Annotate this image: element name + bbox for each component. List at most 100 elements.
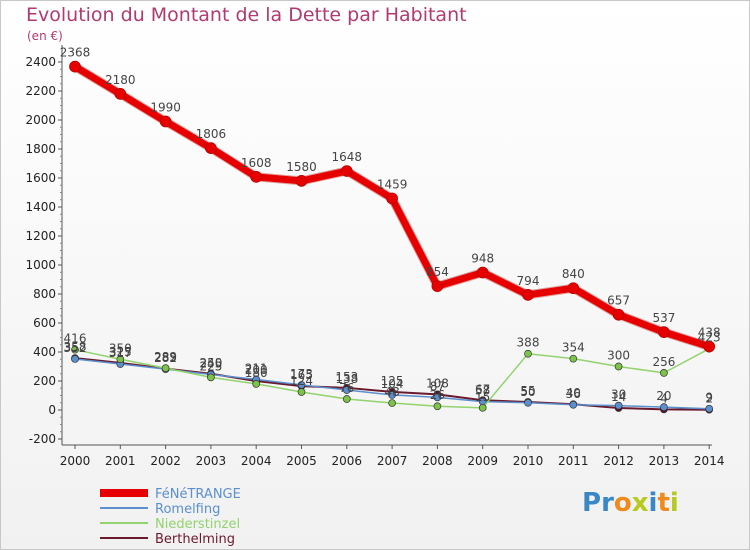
data-label: 354	[562, 341, 585, 355]
data-label: 289	[154, 350, 177, 364]
y-tick-label: -200	[29, 432, 56, 446]
legend-label: FéNéTRANGE	[155, 487, 241, 502]
data-label: 225	[199, 359, 222, 373]
data-point	[524, 349, 532, 358]
data-label: 352	[64, 341, 87, 355]
data-point	[522, 289, 534, 301]
data-label: 55	[520, 384, 535, 398]
data-point	[388, 399, 396, 407]
logo-letter: i	[669, 488, 679, 518]
x-tick-label: 2014	[694, 454, 725, 468]
logo-letter: P	[582, 488, 602, 518]
data-label: 350	[109, 341, 132, 355]
data-label: 1580	[286, 160, 317, 174]
logo-letter: o	[613, 488, 632, 518]
proxiti-logo: Proxiti	[582, 488, 679, 518]
data-point	[161, 364, 170, 372]
data-label: 40	[566, 386, 581, 400]
y-tick-label: 400	[33, 345, 56, 359]
x-tick-label: 2002	[150, 454, 181, 468]
x-tick-label: 2013	[649, 454, 680, 468]
logo-letter: i	[648, 488, 658, 518]
data-label: 300	[607, 349, 630, 363]
y-tick-label: 2000	[25, 113, 56, 127]
data-label: 854	[426, 265, 449, 279]
data-point	[569, 400, 578, 409]
x-tick-label: 2008	[422, 454, 453, 468]
data-point	[433, 402, 442, 411]
data-label: 325	[109, 345, 132, 359]
data-label: 1990	[150, 100, 181, 114]
data-point	[431, 280, 444, 293]
data-point	[612, 308, 625, 321]
data-point	[705, 404, 714, 413]
x-tick-label: 2011	[558, 454, 589, 468]
x-tick-label: 2003	[196, 454, 227, 468]
data-point	[252, 380, 261, 388]
data-point	[569, 354, 578, 363]
data-label: 537	[652, 311, 675, 325]
data-label: 48	[384, 385, 399, 399]
data-label: 200	[245, 363, 268, 377]
data-point	[205, 142, 217, 154]
data-label: 108	[426, 376, 449, 390]
data-label: 50	[520, 385, 535, 399]
x-tick-label: 2010	[513, 454, 544, 468]
data-label: 165	[290, 368, 313, 382]
legend-label: Niederstinzel	[155, 517, 240, 532]
data-label: 30	[611, 388, 626, 402]
data-label: 211	[245, 361, 268, 375]
data-point	[567, 282, 580, 295]
x-tick-label: 2012	[603, 454, 634, 468]
data-label: 15	[475, 390, 490, 404]
data-label: 58	[475, 384, 490, 398]
data-label: 423	[698, 331, 721, 345]
y-tick-label: 1000	[25, 258, 56, 272]
data-label: 282	[154, 351, 177, 365]
data-label: 2368	[60, 46, 91, 60]
data-point	[71, 355, 79, 363]
data-label: 840	[562, 267, 585, 281]
data-label: 1648	[332, 150, 363, 164]
x-tick-label: 2007	[377, 454, 408, 468]
data-point	[476, 266, 489, 279]
data-label: 125	[381, 374, 404, 388]
y-tick-label: 2200	[25, 84, 56, 98]
data-label: 1806	[196, 127, 227, 141]
chart-title: Evolution du Montant de la Dette par Hab…	[26, 4, 467, 26]
y-tick-label: 0	[48, 403, 56, 417]
data-label: 76	[339, 381, 354, 395]
data-point	[614, 401, 623, 410]
data-label: 794	[517, 274, 540, 288]
data-label: 124	[290, 374, 313, 388]
data-label: 180	[245, 366, 268, 380]
data-point	[478, 403, 487, 412]
data-label: 2180	[105, 73, 136, 87]
data-label: 104	[381, 377, 404, 391]
data-point	[159, 115, 172, 128]
data-label: 388	[517, 336, 540, 350]
data-point	[524, 398, 532, 407]
chart-unit-label: (en €)	[27, 29, 63, 43]
data-label: 87	[430, 379, 445, 393]
data-point	[71, 345, 79, 354]
y-tick-label: 200	[33, 374, 56, 388]
data-point	[703, 340, 716, 353]
data-point	[297, 388, 306, 396]
data-point	[116, 355, 125, 364]
data-label: 438	[698, 325, 721, 339]
x-tick-label: 2009	[467, 454, 498, 468]
data-point	[295, 175, 308, 187]
data-point	[207, 373, 215, 382]
data-label: 2	[705, 392, 713, 406]
x-tick-label: 2006	[332, 454, 363, 468]
data-label: 67	[475, 382, 490, 396]
data-label: 1459	[377, 177, 408, 191]
y-tick-label: 2400	[25, 55, 56, 69]
data-label: 416	[64, 332, 87, 346]
y-tick-label: 1600	[25, 171, 56, 185]
data-label: 250	[199, 356, 222, 370]
data-label: 256	[652, 355, 675, 369]
legend-label: Romelfing	[155, 502, 220, 517]
data-label: 9	[705, 391, 713, 405]
